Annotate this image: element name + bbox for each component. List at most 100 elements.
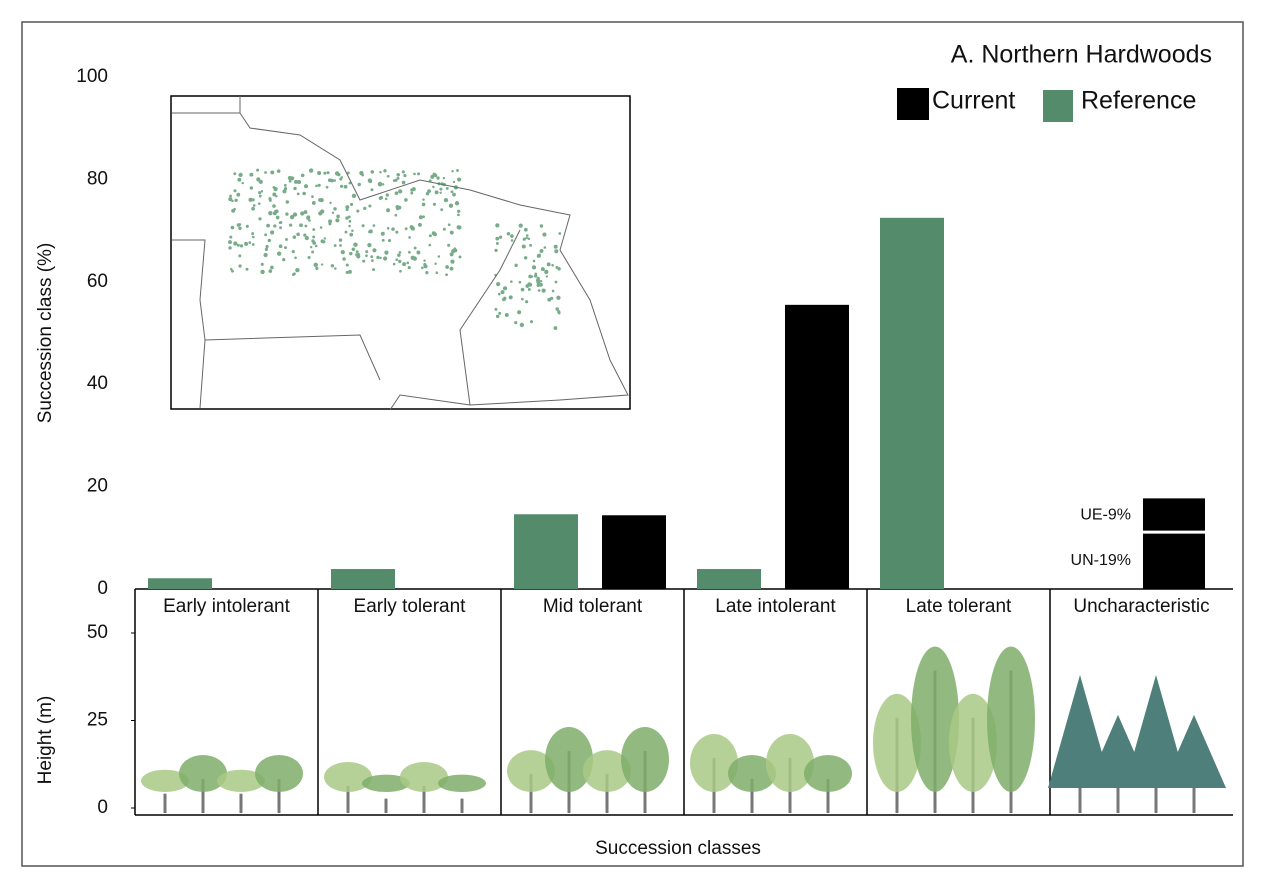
map-dot bbox=[510, 280, 513, 283]
map-dot bbox=[385, 193, 390, 197]
map-dot bbox=[532, 259, 536, 263]
map-dot bbox=[308, 168, 314, 173]
map-dot bbox=[263, 252, 268, 258]
map-dot bbox=[283, 183, 287, 187]
map-dot bbox=[311, 195, 314, 198]
map-dot bbox=[356, 253, 361, 257]
map-dot bbox=[422, 215, 425, 219]
y-tick-label: 60 bbox=[87, 271, 108, 292]
map-dot bbox=[542, 232, 547, 237]
map-dot bbox=[510, 234, 514, 238]
map-dot bbox=[256, 177, 261, 182]
map-dot bbox=[417, 172, 421, 176]
tree-crown bbox=[690, 734, 738, 792]
tree-illustration bbox=[1048, 675, 1226, 813]
map-dot bbox=[408, 236, 411, 239]
map-dot bbox=[348, 269, 352, 274]
map-dot bbox=[303, 184, 309, 189]
map-dot bbox=[258, 217, 262, 221]
map-dot bbox=[349, 232, 354, 237]
bar bbox=[602, 515, 666, 589]
map-dot bbox=[288, 179, 292, 183]
map-dot bbox=[523, 256, 528, 260]
map-dot bbox=[427, 189, 431, 194]
segment-label: UN-19% bbox=[1071, 552, 1131, 569]
map-dot bbox=[436, 176, 440, 180]
map-dot bbox=[498, 235, 503, 239]
map-dot bbox=[402, 180, 406, 184]
map-dot bbox=[228, 240, 232, 245]
map-dot bbox=[399, 269, 402, 273]
tree-illustration bbox=[690, 734, 852, 813]
legend-swatch bbox=[897, 88, 929, 120]
map-dot bbox=[521, 297, 524, 301]
map-dot bbox=[326, 171, 330, 175]
x-tick-label: Early tolerant bbox=[354, 596, 467, 617]
map-dot bbox=[555, 307, 559, 311]
map-dot bbox=[412, 256, 417, 261]
tree-crown bbox=[583, 750, 631, 792]
map-dot bbox=[336, 214, 340, 219]
map-dot bbox=[554, 280, 558, 284]
map-dot bbox=[248, 241, 252, 245]
map-dot bbox=[394, 213, 398, 217]
map-dot bbox=[272, 186, 276, 189]
map-dot bbox=[345, 208, 349, 212]
map-dot bbox=[410, 191, 414, 195]
map-dot bbox=[533, 274, 538, 278]
map-dot bbox=[245, 224, 249, 228]
map-dot bbox=[422, 198, 425, 201]
map-dot bbox=[282, 257, 286, 262]
map-dot bbox=[541, 288, 546, 293]
map-dot bbox=[244, 241, 249, 246]
map-dot bbox=[357, 182, 361, 187]
map-dot bbox=[317, 183, 321, 187]
map-dot bbox=[428, 179, 432, 183]
map-dot bbox=[398, 189, 403, 194]
map-dot bbox=[292, 235, 297, 239]
map-dot bbox=[275, 215, 280, 220]
map-dot bbox=[396, 176, 400, 180]
tree-illustration bbox=[324, 762, 486, 813]
map-dot bbox=[518, 223, 523, 228]
map-dot bbox=[285, 238, 288, 241]
map-dot bbox=[325, 185, 329, 189]
map-dot bbox=[260, 262, 264, 266]
map-dot bbox=[383, 169, 387, 173]
map-dot bbox=[383, 256, 388, 261]
tree-crown bbox=[438, 774, 486, 792]
map-dot bbox=[365, 254, 368, 258]
map-dot bbox=[431, 231, 436, 236]
map-dot bbox=[381, 238, 385, 242]
map-dot bbox=[313, 262, 318, 268]
map-dot bbox=[300, 211, 305, 216]
map-dot bbox=[304, 236, 309, 241]
map-dot bbox=[494, 273, 497, 277]
map-dot bbox=[442, 227, 446, 231]
map-dot bbox=[233, 241, 238, 246]
map-dot bbox=[386, 174, 390, 178]
x-tick-label: Early intolerant bbox=[163, 596, 290, 617]
map-dot bbox=[370, 170, 375, 174]
x-tick-label: Late tolerant bbox=[906, 596, 1012, 617]
map-dot bbox=[345, 205, 350, 210]
map-dot bbox=[289, 214, 295, 220]
tree-crown bbox=[987, 646, 1035, 792]
map-dot bbox=[270, 230, 275, 235]
map-dot bbox=[277, 251, 282, 256]
map-dot bbox=[264, 171, 267, 174]
map-dot bbox=[449, 230, 454, 235]
map-dot bbox=[268, 269, 273, 273]
map-dot bbox=[368, 204, 372, 208]
map-dot bbox=[363, 206, 367, 211]
map-dot bbox=[519, 322, 524, 328]
map-dot bbox=[387, 238, 392, 243]
y-tick-label: 80 bbox=[87, 168, 108, 189]
map-dot bbox=[292, 273, 295, 276]
map-dot bbox=[241, 181, 244, 185]
map-dot bbox=[355, 250, 359, 254]
map-dot bbox=[348, 219, 352, 223]
map-dot bbox=[228, 197, 233, 202]
map-dot bbox=[401, 170, 405, 174]
